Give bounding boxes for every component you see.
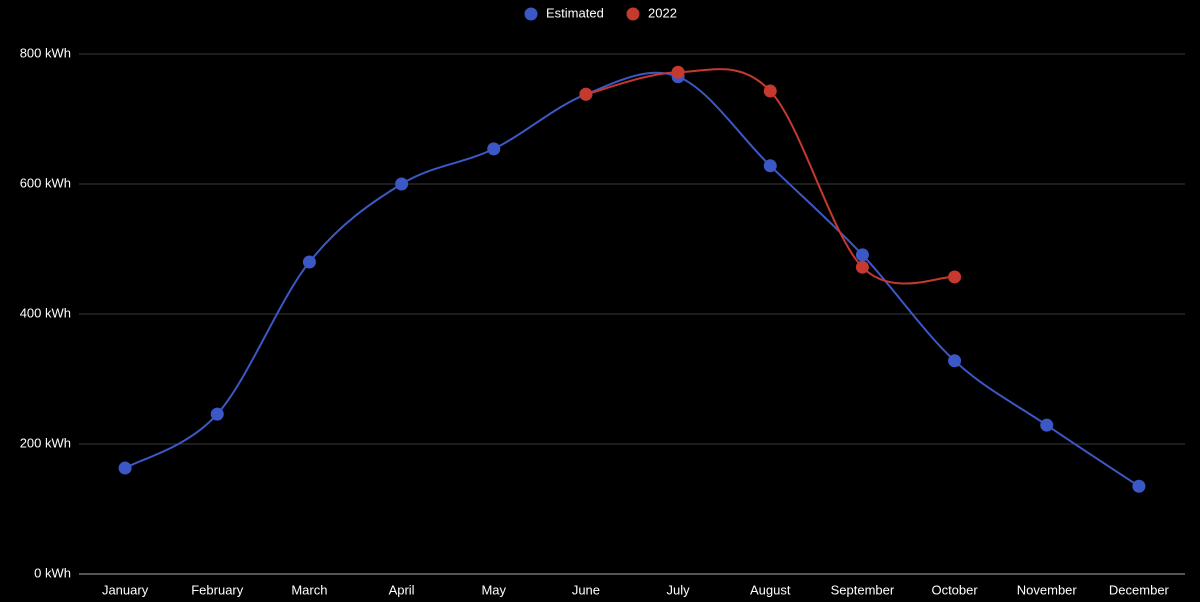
data-point xyxy=(948,354,962,368)
legend-label: Estimated xyxy=(546,5,604,20)
legend-marker xyxy=(626,7,640,21)
legend-label: 2022 xyxy=(648,5,677,20)
data-point xyxy=(855,260,869,274)
data-point xyxy=(1132,479,1146,493)
data-point xyxy=(302,255,316,269)
data-point xyxy=(395,177,409,191)
x-tick-label: August xyxy=(750,582,791,597)
x-tick-label: September xyxy=(831,582,895,597)
data-point xyxy=(487,142,501,156)
data-point xyxy=(210,407,224,421)
x-tick-label: March xyxy=(291,582,327,597)
x-tick-label: December xyxy=(1109,582,1170,597)
data-point xyxy=(948,270,962,284)
legend-marker xyxy=(524,7,538,21)
data-point xyxy=(855,248,869,262)
data-point xyxy=(579,87,593,101)
x-tick-label: November xyxy=(1017,582,1078,597)
data-point xyxy=(763,84,777,98)
data-point xyxy=(671,65,685,79)
data-point xyxy=(763,159,777,173)
series-line xyxy=(585,68,955,285)
y-tick-label: 400 kWh xyxy=(20,305,71,320)
y-tick-label: 200 kWh xyxy=(20,435,71,450)
x-tick-label: January xyxy=(102,582,149,597)
x-tick-label: July xyxy=(667,582,691,597)
y-tick-label: 0 kWh xyxy=(34,565,71,580)
x-tick-label: October xyxy=(931,582,978,597)
y-tick-label: 600 kWh xyxy=(20,175,71,190)
data-point xyxy=(1040,418,1054,432)
x-tick-label: April xyxy=(389,582,415,597)
x-tick-label: June xyxy=(572,582,600,597)
x-tick-label: May xyxy=(481,582,506,597)
x-tick-label: February xyxy=(191,582,244,597)
y-tick-label: 800 kWh xyxy=(20,45,71,60)
data-point xyxy=(118,461,132,475)
series-line xyxy=(124,71,1140,488)
